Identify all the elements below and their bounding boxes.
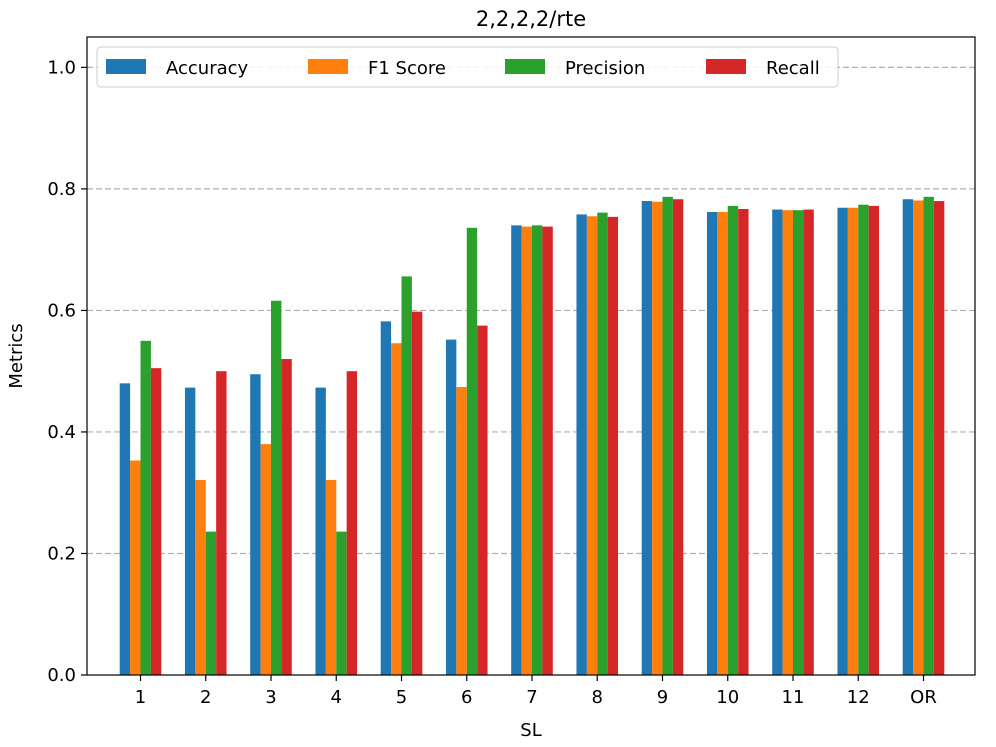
x-tick-label: 2 (200, 687, 211, 708)
bar-precision (662, 196, 673, 675)
x-tick-label: OR (910, 687, 937, 708)
legend-label: F1 Score (368, 58, 446, 79)
bar-recall (542, 226, 553, 675)
chart-title: 2,2,2,2/rte (476, 7, 586, 31)
legend-label: Accuracy (166, 58, 249, 79)
x-tick-label: 1 (135, 687, 146, 708)
bar-precision (466, 227, 478, 676)
bar-accuracy (315, 387, 326, 675)
legend-label: Recall (766, 58, 820, 79)
bar-accuracy (184, 387, 196, 675)
bar-f1-score (456, 386, 467, 675)
bar-f1-score (521, 226, 532, 675)
bar-precision (401, 276, 412, 675)
plot-frame (86, 36, 976, 676)
x-tick-label: 4 (331, 687, 342, 708)
bar-accuracy (641, 201, 653, 676)
x-tick-label: 11 (782, 687, 805, 708)
bar-precision (597, 212, 608, 675)
bar-f1-score (260, 444, 271, 675)
bar-recall (738, 208, 749, 676)
bar-accuracy (772, 209, 783, 675)
legend-box (96, 46, 839, 88)
y-tick-label: 1.0 (47, 57, 76, 78)
y-tick-label: 0.4 (47, 422, 76, 443)
bar-precision (271, 300, 282, 675)
bar-precision (923, 196, 934, 675)
y-axis-title: Metrics (6, 323, 27, 388)
bar-f1-score (652, 201, 663, 675)
bar-f1-score (782, 210, 793, 675)
bar-accuracy (511, 225, 522, 675)
bar-f1-score (913, 200, 924, 675)
y-tick-label: 0.8 (47, 179, 76, 200)
x-tick-label: 5 (396, 687, 407, 708)
legend-swatch (106, 59, 146, 74)
x-tick-label: 7 (526, 687, 537, 708)
bar-f1-score (325, 479, 337, 675)
bar-recall (607, 216, 619, 676)
legend-label: Precision (565, 58, 645, 79)
bar-recall (216, 371, 227, 675)
bar-accuracy (576, 214, 587, 676)
bar-recall (281, 359, 292, 675)
bar-f1-score (391, 343, 402, 675)
bar-accuracy (250, 374, 261, 675)
bar-recall (933, 201, 945, 676)
bar-precision (793, 210, 804, 675)
bar-accuracy (902, 199, 914, 675)
x-tick-label: 6 (461, 687, 472, 708)
x-axis: 1 2 3 4 5 6 7 8 9 10 11 12 OR (135, 675, 937, 708)
bar-precision (336, 531, 347, 675)
bar-recall (346, 371, 358, 675)
bar-f1-score (586, 216, 598, 675)
bar-recall (868, 205, 880, 675)
bar-f1-score (847, 207, 859, 675)
bar-accuracy (445, 339, 457, 675)
bar-recall (150, 368, 162, 675)
bar-accuracy (837, 207, 848, 675)
bar-accuracy (706, 211, 718, 675)
bar-recall (803, 209, 814, 675)
bar-precision (532, 225, 543, 675)
legend-swatch (505, 59, 545, 74)
x-tick-label: 9 (657, 687, 668, 708)
bar-precision (858, 204, 869, 675)
x-tick-label: 12 (847, 687, 870, 708)
x-axis-title: SL (520, 720, 541, 741)
bar-accuracy (380, 321, 392, 675)
y-tick-label: 0.0 (47, 665, 76, 686)
y-axis: 0.0 0.2 0.4 0.6 0.8 1.0 (47, 57, 87, 686)
bar-recall (672, 199, 684, 675)
bar-f1-score (195, 479, 206, 675)
y-tick-label: 0.6 (47, 300, 76, 321)
bar-precision (727, 205, 739, 675)
x-tick-label: 8 (592, 687, 603, 708)
bar-recall (411, 311, 423, 675)
bar-f1-score (717, 211, 728, 675)
legend-swatch (706, 59, 746, 74)
bar-f1-score (130, 460, 141, 675)
bars (119, 196, 945, 676)
bar-precision (205, 531, 217, 675)
bar-accuracy (119, 383, 131, 675)
y-tick-label: 0.2 (47, 543, 76, 564)
bar-precision (140, 340, 151, 675)
bar-recall (477, 325, 488, 675)
x-tick-label: 10 (716, 687, 739, 708)
legend: Accuracy F1 Score Precision Recall (96, 46, 839, 88)
legend-swatch (308, 59, 348, 74)
x-tick-label: 3 (265, 687, 276, 708)
